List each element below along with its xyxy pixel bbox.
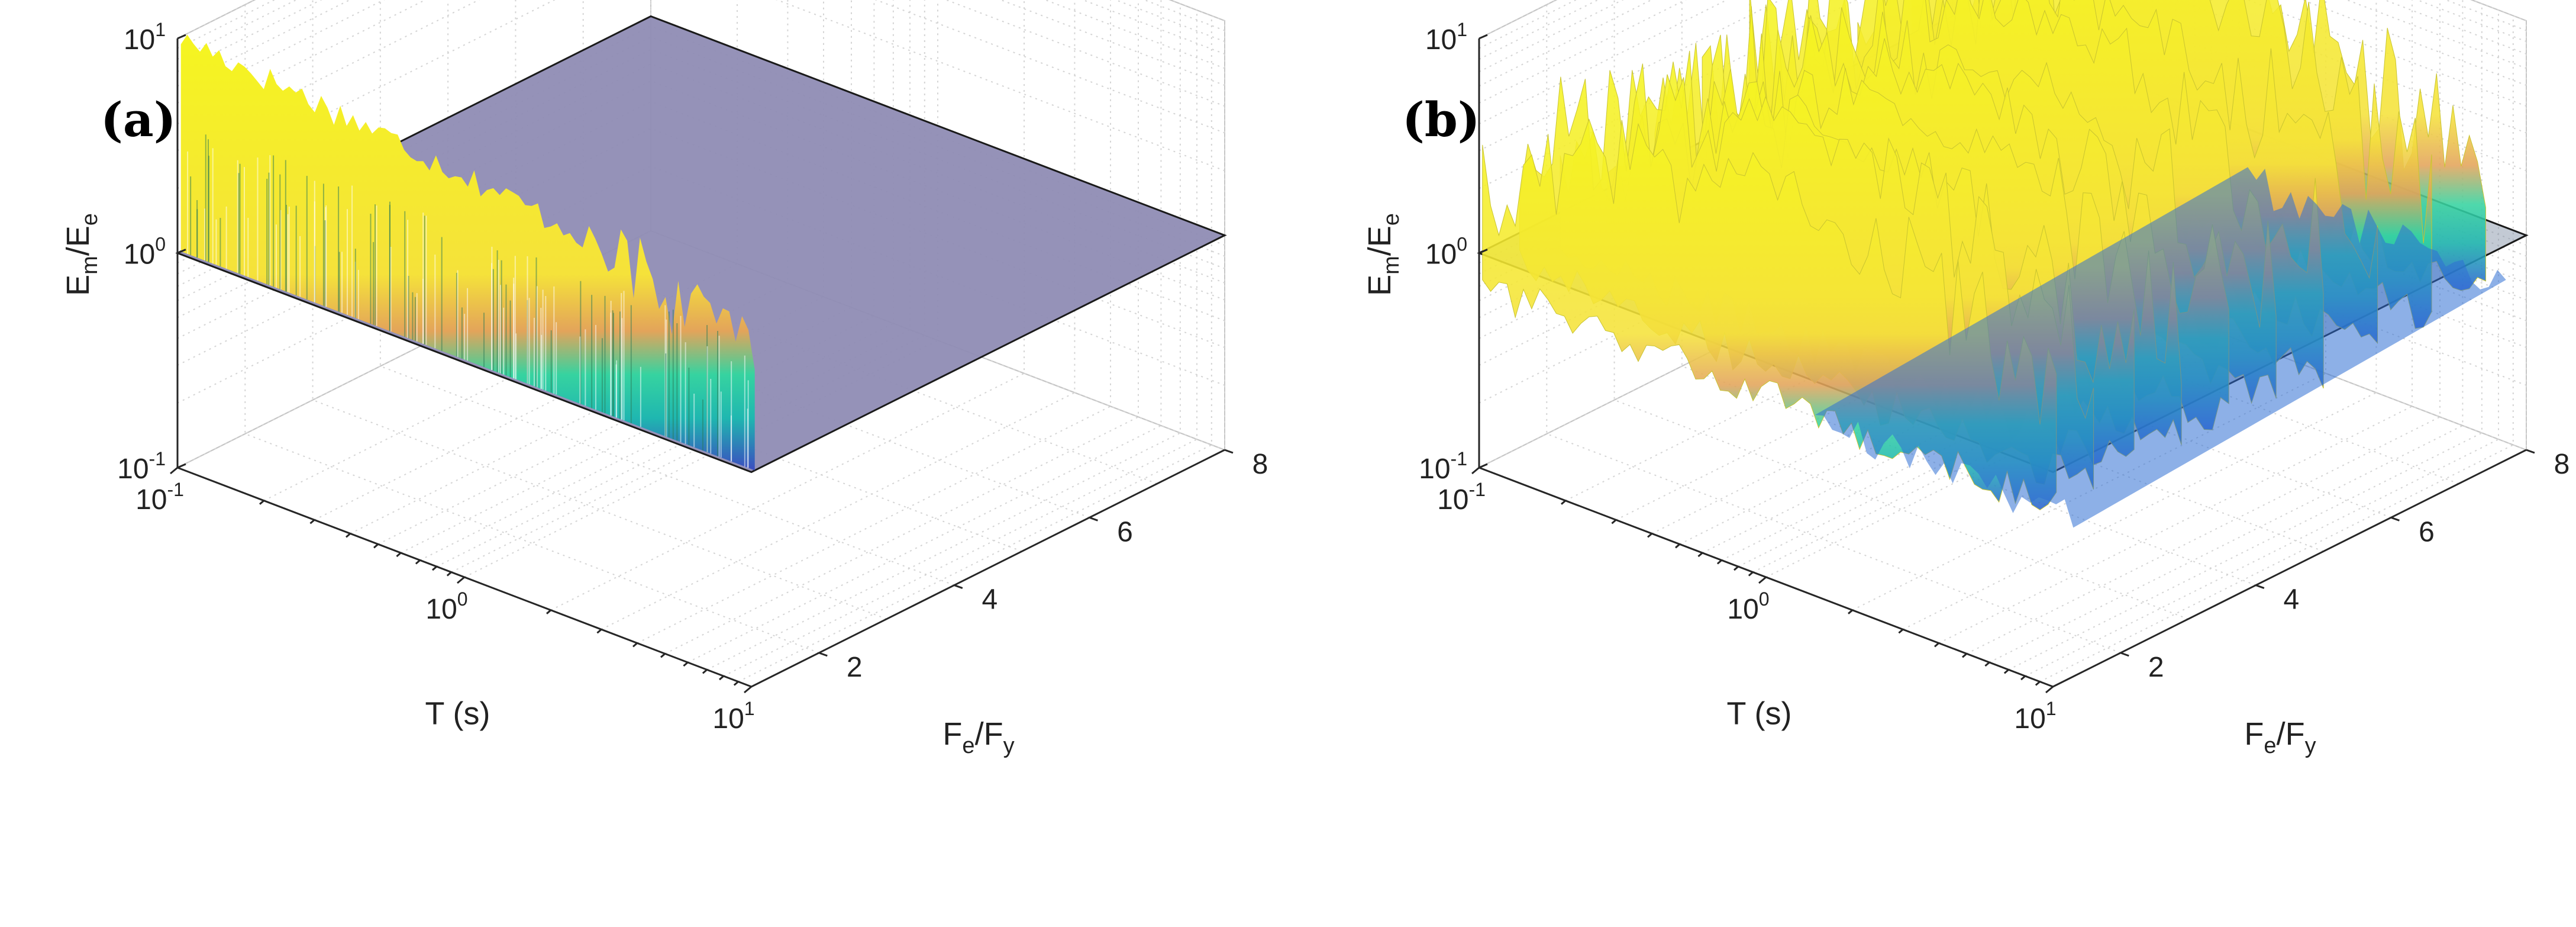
- response-surface: [1482, 0, 2506, 528]
- surface-low-region: [1815, 167, 2506, 528]
- y-tick-label: 6: [2419, 516, 2435, 548]
- z-tick-label: 101: [124, 19, 166, 56]
- y-tick-label: 6: [1117, 516, 1133, 548]
- x-tick-label: 100: [1727, 588, 1769, 625]
- panel-label: (a): [101, 92, 176, 147]
- y-axis-label: Fe/Fy: [2244, 716, 2316, 758]
- panel-a: 10-1 100 101 10-1 100 101 2 4 6 8 Em/Ee T (s) Fe/Fy (…: [60, 0, 1268, 758]
- reference-plane: [175, 15, 1227, 474]
- x-axis-label: T (s): [425, 696, 490, 732]
- z-tick-label: 10-1: [117, 448, 166, 485]
- z-tick-label: 100: [124, 234, 166, 271]
- x-tick-label: 100: [425, 588, 467, 625]
- x-tick-label: 101: [712, 698, 754, 735]
- z-tick-label: 100: [1425, 234, 1467, 271]
- y-tick-label: 2: [2148, 652, 2164, 683]
- axes: 10-1 100 101 10-1 100 101 2 4 6 8 Em/Ee T (s) Fe/Fy: [60, 19, 1268, 758]
- y-axis: [2052, 449, 2527, 688]
- z-axis-label: Em/Ee: [60, 213, 102, 296]
- y-axis-label: Fe/Fy: [942, 716, 1014, 758]
- panel-label: (b): [1402, 92, 1480, 147]
- z-axis-label: Em/Ee: [1362, 213, 1404, 296]
- y-tick-label: 4: [2284, 584, 2300, 616]
- x-axis-label: T (s): [1727, 696, 1792, 732]
- y-axis: [751, 449, 1225, 688]
- y-tick-label: 8: [2554, 449, 2570, 480]
- y-tick-label: 8: [1253, 449, 1268, 480]
- x-tick-label: 101: [2014, 698, 2056, 735]
- axes: 10-1 100 101 10-1 100 101 2 4 6 8 Em/Ee T (s) Fe/Fy: [1362, 19, 2569, 758]
- x-tick-label: 10-1: [135, 479, 184, 516]
- y-tick-label: 4: [982, 584, 998, 616]
- panel-b: 10-1 100 101 10-1 100 101 2 4 6 8 Em/Ee T (s) Fe/Fy (…: [1362, 0, 2569, 758]
- z-tick-label: 10-1: [1419, 448, 1467, 485]
- x-tick-label: 10-1: [1437, 479, 1486, 516]
- response-surface: [180, 34, 755, 471]
- z-tick-label: 101: [1425, 19, 1467, 56]
- y-tick-label: 2: [847, 652, 863, 683]
